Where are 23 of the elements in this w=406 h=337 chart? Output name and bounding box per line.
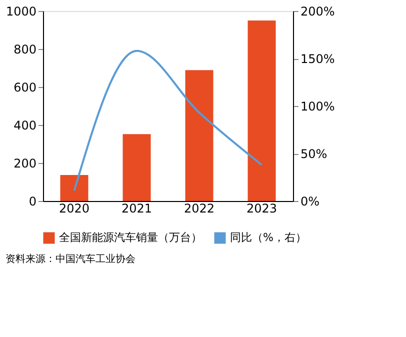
text: 资料来源：中国汽车工业协会	[5, 253, 136, 265]
x-tick-label: 2023	[246, 202, 278, 216]
legend-label: 同比（%，右）	[230, 231, 306, 244]
x-tick-label: 2020	[58, 202, 90, 216]
y2-tick-label: 50%	[300, 147, 328, 161]
bar	[248, 20, 276, 201]
x-tick-label: 2021	[121, 202, 152, 216]
legend-label: 全国新能源汽车销量（万台）	[59, 231, 202, 244]
y-tick-label: 600	[14, 80, 36, 94]
y2-tick-label: 150%	[300, 52, 335, 66]
bar	[60, 174, 88, 201]
y-tick-label: 1000	[6, 4, 36, 18]
y2-tick-label: 0%	[300, 194, 320, 208]
x-tick-label: 2022	[184, 202, 215, 216]
bar	[185, 70, 214, 201]
y-tick-label: 0	[28, 194, 36, 208]
y-tick-label: 200	[14, 156, 36, 170]
y-tick-label: 800	[14, 42, 36, 56]
bar	[122, 134, 151, 201]
y2-tick-label: 100%	[300, 100, 335, 114]
line-series	[73, 50, 263, 192]
y2-tick-label: 200%	[300, 4, 335, 18]
y-tick-label: 400	[14, 118, 36, 132]
